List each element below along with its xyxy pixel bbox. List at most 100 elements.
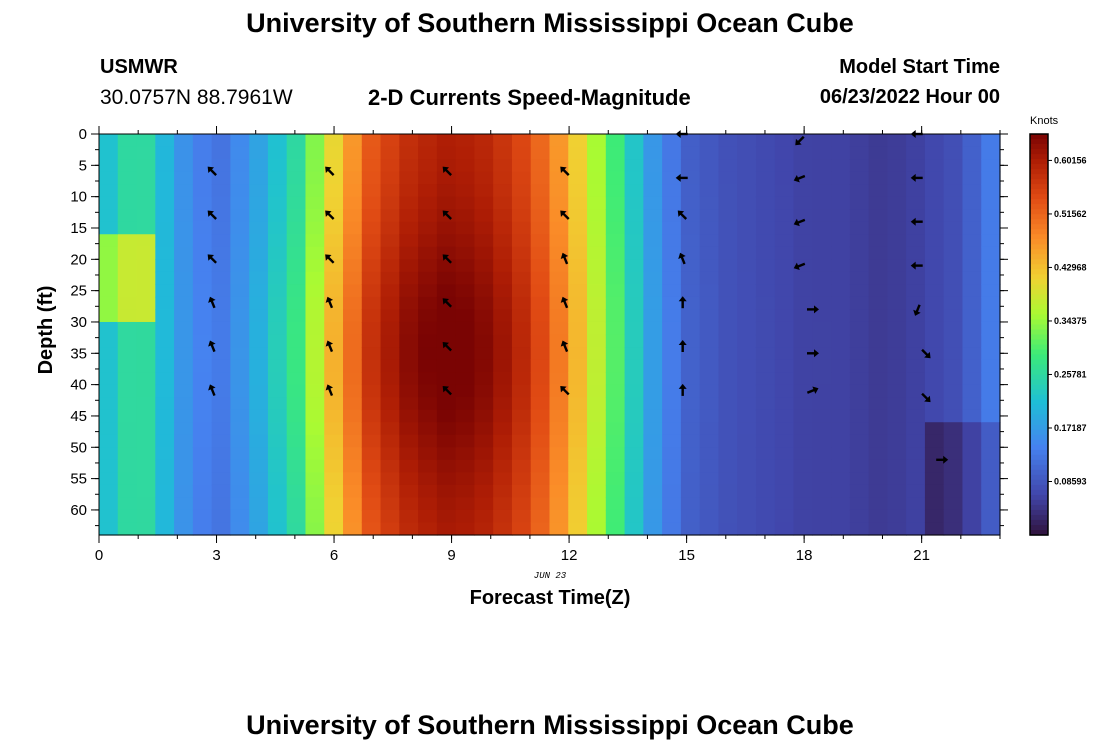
heatmap-cell [399, 296, 419, 311]
heatmap-cell [793, 271, 813, 285]
heatmap-cell [737, 134, 757, 148]
heatmap-cell [662, 372, 682, 386]
heatmap-cell [849, 472, 870, 486]
heatmap-cell [605, 334, 626, 348]
heatmap-cell [549, 497, 569, 511]
heatmap-cell [436, 221, 457, 235]
heatmap-cell [249, 434, 269, 448]
heatmap-cell [99, 284, 119, 298]
heatmap-cell [474, 234, 494, 248]
heatmap-cell [361, 434, 382, 448]
heatmap-cell [286, 271, 307, 285]
heatmap-cell [906, 447, 926, 461]
heatmap-cell [981, 146, 1001, 160]
heatmap-cell [418, 434, 438, 448]
heatmap-cell [812, 221, 832, 235]
heatmap-cell [568, 447, 588, 461]
heatmap-cell [831, 159, 851, 173]
heatmap-cell [793, 321, 813, 336]
heatmap-cell [699, 309, 720, 323]
heatmap-cell [305, 497, 325, 511]
heatmap-cell [605, 484, 626, 499]
heatmap-cell [718, 472, 738, 486]
heatmap-cell [418, 509, 438, 524]
heatmap-cell [418, 146, 438, 160]
heatmap-cell [249, 409, 269, 423]
heatmap-cell [849, 284, 870, 298]
heatmap-cell [849, 497, 870, 511]
colorbar-segment [1030, 249, 1048, 255]
heatmap-cell [305, 209, 325, 223]
heatmap-cell [906, 359, 926, 373]
current-arrow [207, 210, 217, 220]
heatmap-cell [343, 459, 363, 473]
heatmap-cell [643, 146, 663, 160]
heatmap-cell [643, 259, 663, 273]
heatmap-cell [305, 447, 325, 461]
heatmap-cell [643, 234, 663, 248]
heatmap-cell [192, 397, 213, 411]
heatmap-cell [587, 234, 607, 248]
heatmap-cell [267, 171, 288, 185]
heatmap-cell [605, 321, 626, 336]
heatmap-cell [305, 347, 325, 361]
heatmap-cell [680, 472, 701, 486]
heatmap-cell [380, 146, 400, 160]
heatmap-cell [267, 522, 288, 536]
page-title: University of Southern Mississippi Ocean… [246, 8, 854, 38]
heatmap-cell [155, 334, 175, 348]
heatmap-cell [99, 184, 119, 198]
heatmap-cell [361, 171, 382, 185]
heatmap-cell [136, 321, 156, 336]
heatmap-cell [549, 522, 569, 536]
heatmap-cell [530, 472, 551, 486]
colorbar-segment [1030, 374, 1048, 381]
heatmap-cell [267, 347, 288, 361]
heatmap-cell [249, 422, 269, 436]
heatmap-cell [267, 146, 288, 160]
heatmap-cell [981, 484, 1001, 499]
heatmap-cell [737, 209, 757, 223]
colorbar-segment [1030, 259, 1048, 265]
heatmap-cell [699, 447, 720, 461]
heatmap-cell [887, 146, 907, 160]
heatmap-cell [906, 184, 926, 198]
heatmap-cell [793, 347, 813, 361]
heatmap-cell [418, 221, 438, 235]
heatmap-cell [399, 284, 419, 298]
heatmap-cell [605, 509, 626, 524]
heatmap-cell [399, 159, 419, 173]
heatmap-cell [680, 171, 701, 185]
heatmap-cell [643, 246, 663, 260]
heatmap-cell [755, 509, 776, 524]
heatmap-cell [906, 372, 926, 386]
heatmap-cell [192, 497, 213, 511]
heatmap-cell [605, 459, 626, 473]
heatmap-cell [943, 134, 964, 148]
heatmap-cell [549, 246, 569, 260]
heatmap-cell [680, 397, 701, 411]
heatmap-cell [737, 246, 757, 260]
heatmap-cell [305, 509, 325, 524]
heatmap-cell [587, 171, 607, 185]
heatmap-cell [737, 422, 757, 436]
heatmap-cell [305, 321, 325, 336]
heatmap-cell [249, 259, 269, 273]
heatmap-cell [605, 259, 626, 273]
heatmap-cell [511, 171, 532, 185]
heatmap-cell [324, 347, 344, 361]
heatmap-cell [943, 221, 964, 235]
heatmap-cell [324, 472, 344, 486]
heatmap-cell [324, 372, 344, 386]
heatmap-cell [887, 359, 907, 373]
heatmap-cell [380, 472, 400, 486]
heatmap-cell [174, 459, 194, 473]
heatmap-cell [174, 171, 194, 185]
heatmap-cell [924, 347, 945, 361]
heatmap-cell [511, 347, 532, 361]
heatmap-cell [117, 434, 138, 448]
heatmap-cell [887, 459, 907, 473]
heatmap-cell [699, 434, 720, 448]
heatmap-cell [436, 422, 457, 436]
heatmap-cell [380, 171, 400, 185]
